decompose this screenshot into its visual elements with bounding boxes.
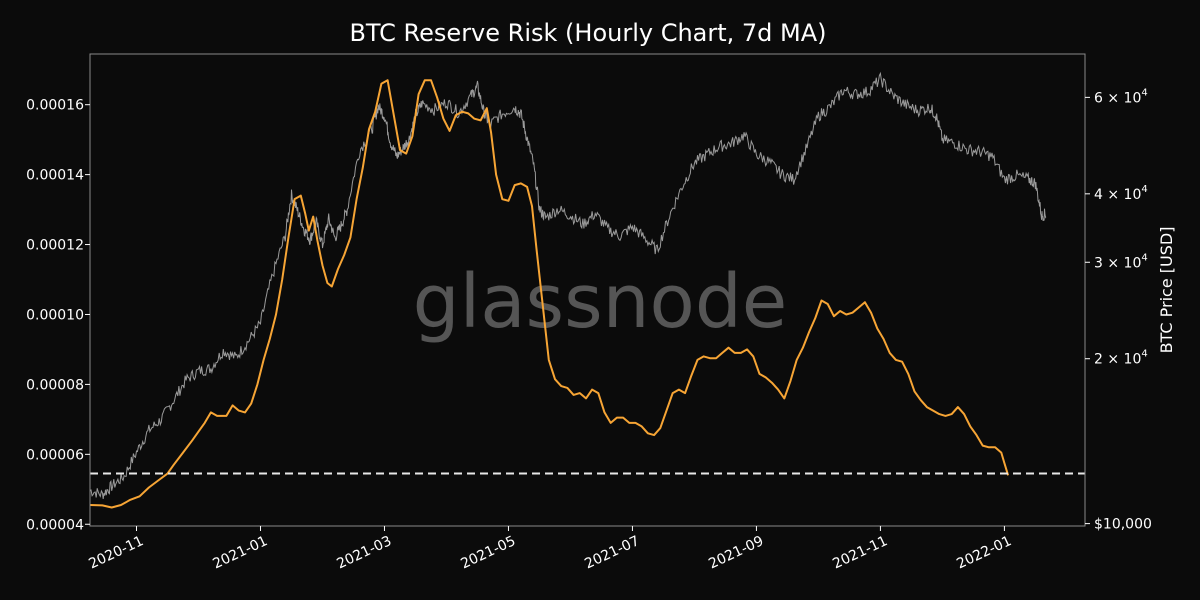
y-axis-left: 0.00004 0.00006 0.00008 0.00010 0.00012 0.000… (26, 98, 90, 533)
y-right-tick-label: $10,000 (1094, 517, 1152, 533)
plot-frame (89, 53, 1086, 527)
y-axis-right: $10,000 2 × 104 3 × 104 4 × 104 6 × 104 (1085, 87, 1152, 533)
y-left-tick-label: 0.00016 (26, 98, 84, 114)
btc-price-line (89, 71, 1047, 499)
y-right-tick-label: 4 × 104 (1094, 184, 1148, 203)
glassnode-watermark: glassnode (413, 259, 788, 345)
reserve-risk-line (89, 79, 1010, 509)
y-left-tick-label: 0.00012 (26, 238, 84, 254)
y-left-tick-label: 0.00008 (26, 377, 84, 393)
y-axis-right-label: BTC Price [USD] (1157, 227, 1176, 354)
y-left-tick-label: 0.00006 (26, 447, 84, 463)
y-right-tick-label: 3 × 104 (1094, 252, 1148, 271)
y-left-tick-label: 0.00014 (26, 168, 84, 184)
y-left-tick-label: 0.00010 (26, 307, 84, 323)
y-right-tick-label: 6 × 104 (1094, 87, 1148, 106)
plot-area (89, 71, 1085, 509)
y-right-tick-label: 2 × 104 (1094, 349, 1148, 368)
y-left-tick-label: 0.00004 (26, 517, 84, 533)
chart-title: BTC Reserve Risk (Hourly Chart, 7d MA) (349, 19, 826, 47)
